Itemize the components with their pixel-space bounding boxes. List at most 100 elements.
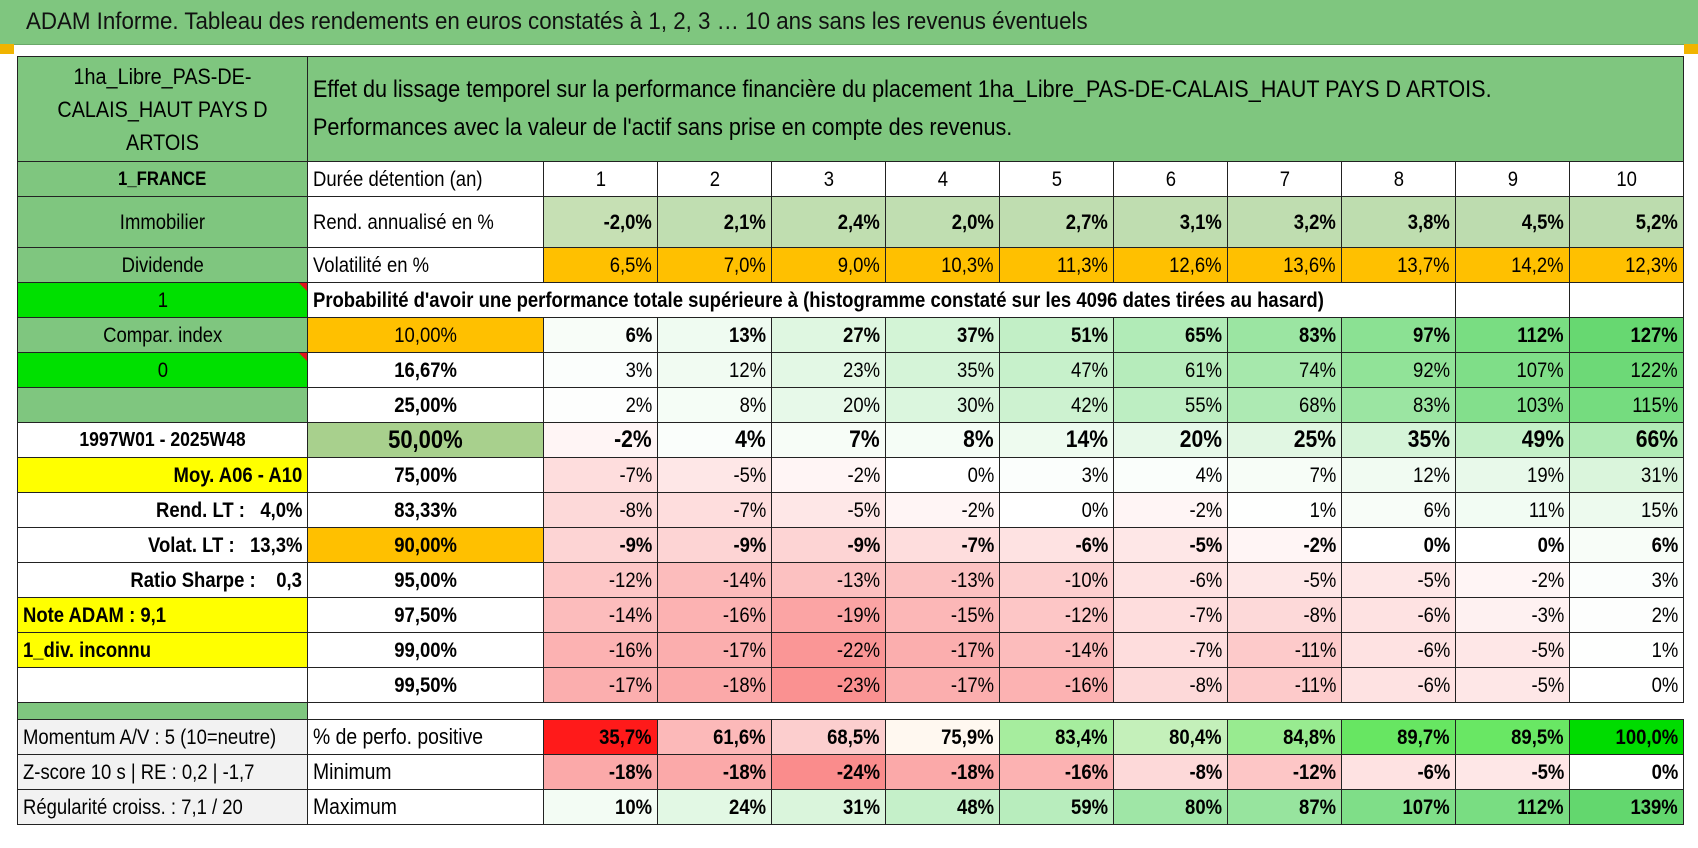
bottom-row: Régularité croiss. : 7,1 / 20 Maximum 10% 2… bbox=[17, 789, 1685, 825]
bottom-value: 100,0% bbox=[1568, 719, 1685, 755]
corner-marker-left bbox=[0, 44, 14, 54]
title-bar: ADAM Informe. Tableau des rendements en … bbox=[0, 0, 1698, 45]
quantile-value: 35% bbox=[885, 352, 1000, 388]
quantile-label: 95,00% bbox=[307, 562, 544, 598]
quantile-value: 42% bbox=[999, 387, 1114, 423]
quantile-label: 90,00% bbox=[307, 527, 544, 563]
asset-name: 1ha_Libre_PAS-DE- CALAIS_HAUT PAYS D ARTOI… bbox=[17, 56, 308, 162]
bottom-value: 10% bbox=[543, 789, 658, 825]
quantile-value: 4% bbox=[1113, 457, 1228, 493]
bottom-row: Momentum A/V : 5 (10=neutre)% de perfo. … bbox=[17, 719, 1685, 755]
quantile-value: -3% bbox=[1455, 597, 1570, 633]
quantile-value: -8% bbox=[543, 492, 658, 528]
quantile-value: 7% bbox=[1227, 457, 1342, 493]
bottom-value: -18% bbox=[885, 754, 1000, 790]
bottom-value: -24% bbox=[771, 754, 886, 790]
bottom-value: -16% bbox=[999, 754, 1114, 790]
bottom-value: 24% bbox=[657, 789, 772, 825]
bottom-value: 75,9% bbox=[885, 719, 1000, 755]
year-header: 5 bbox=[999, 161, 1114, 197]
quantile-label: 50,00% bbox=[307, 422, 544, 458]
quantile-label: 97,50% bbox=[307, 597, 544, 633]
quantile-value: -5% bbox=[1455, 632, 1570, 668]
quantile-label: 25,00% bbox=[307, 387, 544, 423]
gap-cell bbox=[1000, 703, 1114, 720]
quantile-value: -5% bbox=[771, 492, 886, 528]
rend-value: -2,0% bbox=[543, 196, 658, 248]
note-adam: Note ADAM : 9,1 bbox=[17, 597, 308, 633]
quantile-value: -7% bbox=[1113, 632, 1228, 668]
asset-name-line: ARTOIS bbox=[125, 129, 199, 155]
year-header: 7 bbox=[1227, 161, 1342, 197]
quantile-label: 99,50% bbox=[307, 667, 544, 703]
quantile-value: 35% bbox=[1341, 422, 1456, 458]
quantile-value: 6% bbox=[543, 317, 658, 353]
vol-row: Dividende Volatilité en % 6,5% 7,0% 9,0% 10,3… bbox=[17, 247, 1685, 283]
category-label: Immobilier bbox=[17, 196, 308, 248]
quantile-value: 4% bbox=[657, 422, 772, 458]
bottom-value: 35,7% bbox=[543, 719, 658, 755]
bottom-value: 89,5% bbox=[1455, 719, 1570, 755]
gap-cell bbox=[1570, 703, 1684, 720]
quantile-value: -7% bbox=[1113, 597, 1228, 633]
bottom-value: 112% bbox=[1455, 789, 1570, 825]
rend-value: 3,2% bbox=[1227, 196, 1342, 248]
quantile-value: 74% bbox=[1227, 352, 1342, 388]
sharpe: Ratio Sharpe : 0,3 bbox=[17, 562, 308, 598]
quantile-row: 1_div. inconnu 99,00% -16% -17% -22% -17% -14%… bbox=[17, 632, 1685, 668]
quantile-value: -11% bbox=[1227, 632, 1342, 668]
flag-2: 0 bbox=[17, 352, 308, 388]
quantile-value: 0% bbox=[1341, 527, 1456, 563]
quantile-value: 115% bbox=[1568, 387, 1685, 423]
quantile-value: 2% bbox=[1568, 597, 1685, 633]
quantile-value: 47% bbox=[999, 352, 1114, 388]
quantile-value: -17% bbox=[657, 632, 772, 668]
bottom-side-label: Momentum A/V : 5 (10=neutre) bbox=[17, 719, 308, 755]
quantile-value: -12% bbox=[999, 597, 1114, 633]
quantile-value: 12% bbox=[657, 352, 772, 388]
quantile-value: -22% bbox=[771, 632, 886, 668]
corner-marker-right bbox=[1684, 44, 1698, 54]
div-info: 1_div. inconnu bbox=[17, 632, 308, 668]
gap-cell bbox=[1456, 703, 1570, 720]
bottom-value: 139% bbox=[1568, 789, 1685, 825]
report-title: ADAM Informe. Tableau des rendements en … bbox=[26, 8, 1088, 35]
quantile-value: 37% bbox=[885, 317, 1000, 353]
prob-title: Probabilité d'avoir une performance tota… bbox=[307, 282, 1456, 318]
years-row: 1_FRANCE Durée détention (an) 1 2 3 4 5 6 7 8 9 10 bbox=[17, 161, 1685, 197]
returns-table: 1ha_Libre_PAS-DE- CALAIS_HAUT PAYS D ARTOI… bbox=[17, 56, 1685, 825]
quantile-value: 8% bbox=[885, 422, 1000, 458]
quantile-value: 8% bbox=[657, 387, 772, 423]
quantile-label: 16,67% bbox=[307, 352, 544, 388]
quantile-value: -15% bbox=[885, 597, 1000, 633]
rend-value: 2,0% bbox=[885, 196, 1000, 248]
quantile-value: -14% bbox=[543, 597, 658, 633]
quantile-value: -8% bbox=[1227, 597, 1342, 633]
quantile-value: 66% bbox=[1568, 422, 1685, 458]
quantile-value: -2% bbox=[1227, 527, 1342, 563]
quantile-value: -5% bbox=[1227, 562, 1342, 598]
quantile-value: -2% bbox=[885, 492, 1000, 528]
empty-cell bbox=[1568, 282, 1685, 318]
bottom-value: 84,8% bbox=[1227, 719, 1342, 755]
volat-lt: Volat. LT : 13,3% bbox=[17, 527, 308, 563]
asset-name-line: CALAIS_HAUT PAYS D bbox=[57, 96, 268, 122]
bottom-row-label: Minimum bbox=[307, 754, 544, 790]
vol-value: 12,3% bbox=[1568, 247, 1685, 283]
bottom-value: -18% bbox=[543, 754, 658, 790]
year-header: 10 bbox=[1568, 161, 1685, 197]
moy: Moy. A06 - A10 bbox=[17, 457, 308, 493]
blank-green bbox=[17, 387, 308, 423]
bottom-value: 31% bbox=[771, 789, 886, 825]
vol-value: 13,7% bbox=[1341, 247, 1456, 283]
quantile-value: -2% bbox=[1455, 562, 1570, 598]
bottom-value: 83,4% bbox=[999, 719, 1114, 755]
quantile-value: 2% bbox=[543, 387, 658, 423]
quantile-value: 6% bbox=[1341, 492, 1456, 528]
quantile-value: -5% bbox=[657, 457, 772, 493]
quantile-value: 15% bbox=[1568, 492, 1685, 528]
gap-cell bbox=[544, 703, 658, 720]
quantile-value: 61% bbox=[1113, 352, 1228, 388]
quantile-row: 25,00% 2% 8% 20% 30% 42% 55% 68% 83% 103% 115% bbox=[17, 387, 1685, 423]
quantile-value: 14% bbox=[999, 422, 1114, 458]
